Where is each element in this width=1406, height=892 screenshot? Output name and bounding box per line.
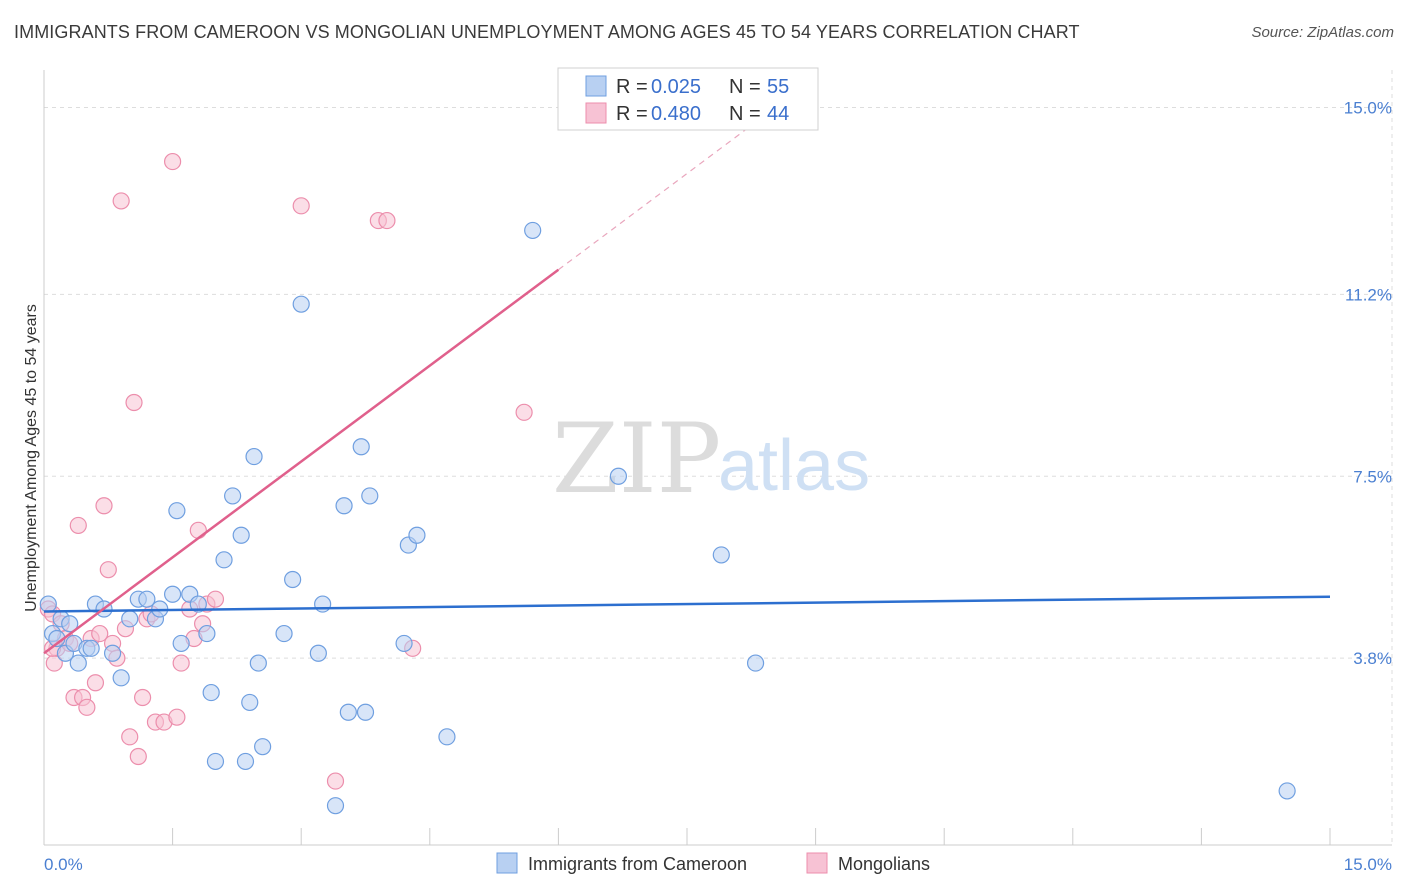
y-tick-label: 11.2% [1345,285,1392,304]
cameroon-point [69,654,87,672]
cameroon-point [326,797,345,815]
cameroon-point [121,610,139,628]
bottom-legend-swatch-pink [806,852,828,874]
mongolians-point [164,152,182,171]
cameroon-point [202,683,220,702]
cameroon-point [241,693,259,712]
cameroon-point [224,487,242,505]
cameroon-point [292,295,310,313]
cameroon-point [339,703,357,721]
cameroon-point [172,634,190,653]
cameroon-point [314,595,332,613]
cameroon-point [39,595,57,613]
legend-r-value-pink: 0.480 [651,103,701,125]
mongolians-point [125,393,143,412]
cameroon-trend-line [43,595,1331,613]
chart-title: IMMIGRANTS FROM CAMEROON VS MONGOLIAN UN… [14,22,1080,42]
y-tick-label: 3.8% [1353,649,1392,668]
mongolians-point [378,211,396,230]
mongolians-point [168,708,186,726]
cameroon-point [236,752,255,771]
legend-r-label-pink: R = [616,103,648,125]
cameroon-point [189,595,207,613]
cameroon-point [309,644,327,662]
y-tick-label: 7.5% [1353,467,1392,486]
cameroon-point [361,487,379,505]
cameroon-point [103,644,122,662]
legend-n-value-pink: 44 [767,103,789,125]
mongolians-trend-line [43,268,560,655]
bottom-legend: Immigrants from Cameroon Mongolians [496,852,930,874]
legend-n-label-blue: N = [729,76,761,98]
mongolians-point [206,590,225,608]
cameroon-point [352,438,370,456]
legend-swatch-blue [585,75,607,97]
legend-swatch-pink [585,102,607,124]
mongolians-point [121,728,139,746]
mongolians-trend-extension [558,121,756,271]
y-axis-label: Unemployment Among Ages 45 to 54 years [23,304,40,612]
mongolians-point [189,521,207,539]
legend-r-value-blue: 0.025 [651,76,701,98]
bottom-legend-label-pink: Mongolians [838,854,930,874]
mongolians-point [91,624,109,643]
mongolians-point [292,197,310,215]
mongolians-point [326,772,345,790]
mongolians-point [112,192,130,210]
mongolians-point [86,674,105,692]
mongolians-point [99,561,117,579]
cameroon-point [524,221,542,240]
cameroon-point [1278,782,1296,800]
trend-lines [43,121,1331,655]
legend-r-label-blue: R = [616,76,648,98]
mongolians-point [95,497,113,515]
x-tick-label-max: 15.0% [1344,855,1392,874]
mongolians-point [515,403,533,421]
cameroon-points [39,221,1296,815]
cameroon-point [138,590,156,608]
cameroon-point [356,703,375,721]
x-ticks [43,828,1331,845]
cameroon-point [164,585,182,603]
cameroon-point [275,624,293,643]
cameroon-point [198,624,216,643]
source-label: Source: ZipAtlas.com [1251,24,1394,41]
grid-lines [44,70,1393,845]
bottom-legend-label-blue: Immigrants from Cameroon [528,854,747,874]
cameroon-point [245,447,263,466]
legend-n-value-blue: 55 [767,76,789,98]
cameroon-point [746,654,765,672]
cameroon-point [82,639,100,657]
mongolians-point [78,698,96,716]
cameroon-point [438,728,456,746]
cameroon-point [254,738,272,756]
correlation-legend: R = 0.025 N = 55 R = 0.480 N = 44 [557,67,819,131]
cameroon-point [249,654,267,672]
cameroon-point [232,526,250,544]
cameroon-point [609,467,628,485]
cameroon-point [712,546,730,564]
cameroon-point [408,526,426,544]
cameroon-point [215,551,233,569]
mongolians-point [129,747,147,766]
cameroon-point [335,497,353,515]
y-tick-label: 15.0% [1344,99,1392,118]
cameroon-point [284,570,302,589]
cameroon-point [168,502,186,520]
mongolians-point [133,688,152,707]
cameroon-point [395,634,413,653]
mongolians-point [69,516,87,535]
y-tick-labels: 3.8% 7.5% 11.2% 15.0% [1344,99,1392,669]
watermark-zip: ZIP [552,403,721,515]
cameroon-point [61,615,79,633]
legend-n-label-pink: N = [729,103,761,125]
bottom-legend-swatch-blue [496,852,518,874]
mongolians-point [172,654,190,672]
x-tick-label-min: 0.0% [44,855,83,874]
axes [43,70,1392,846]
watermark-atlas: atlas [718,426,870,506]
cameroon-point [206,752,225,771]
cameroon-point [112,669,130,687]
